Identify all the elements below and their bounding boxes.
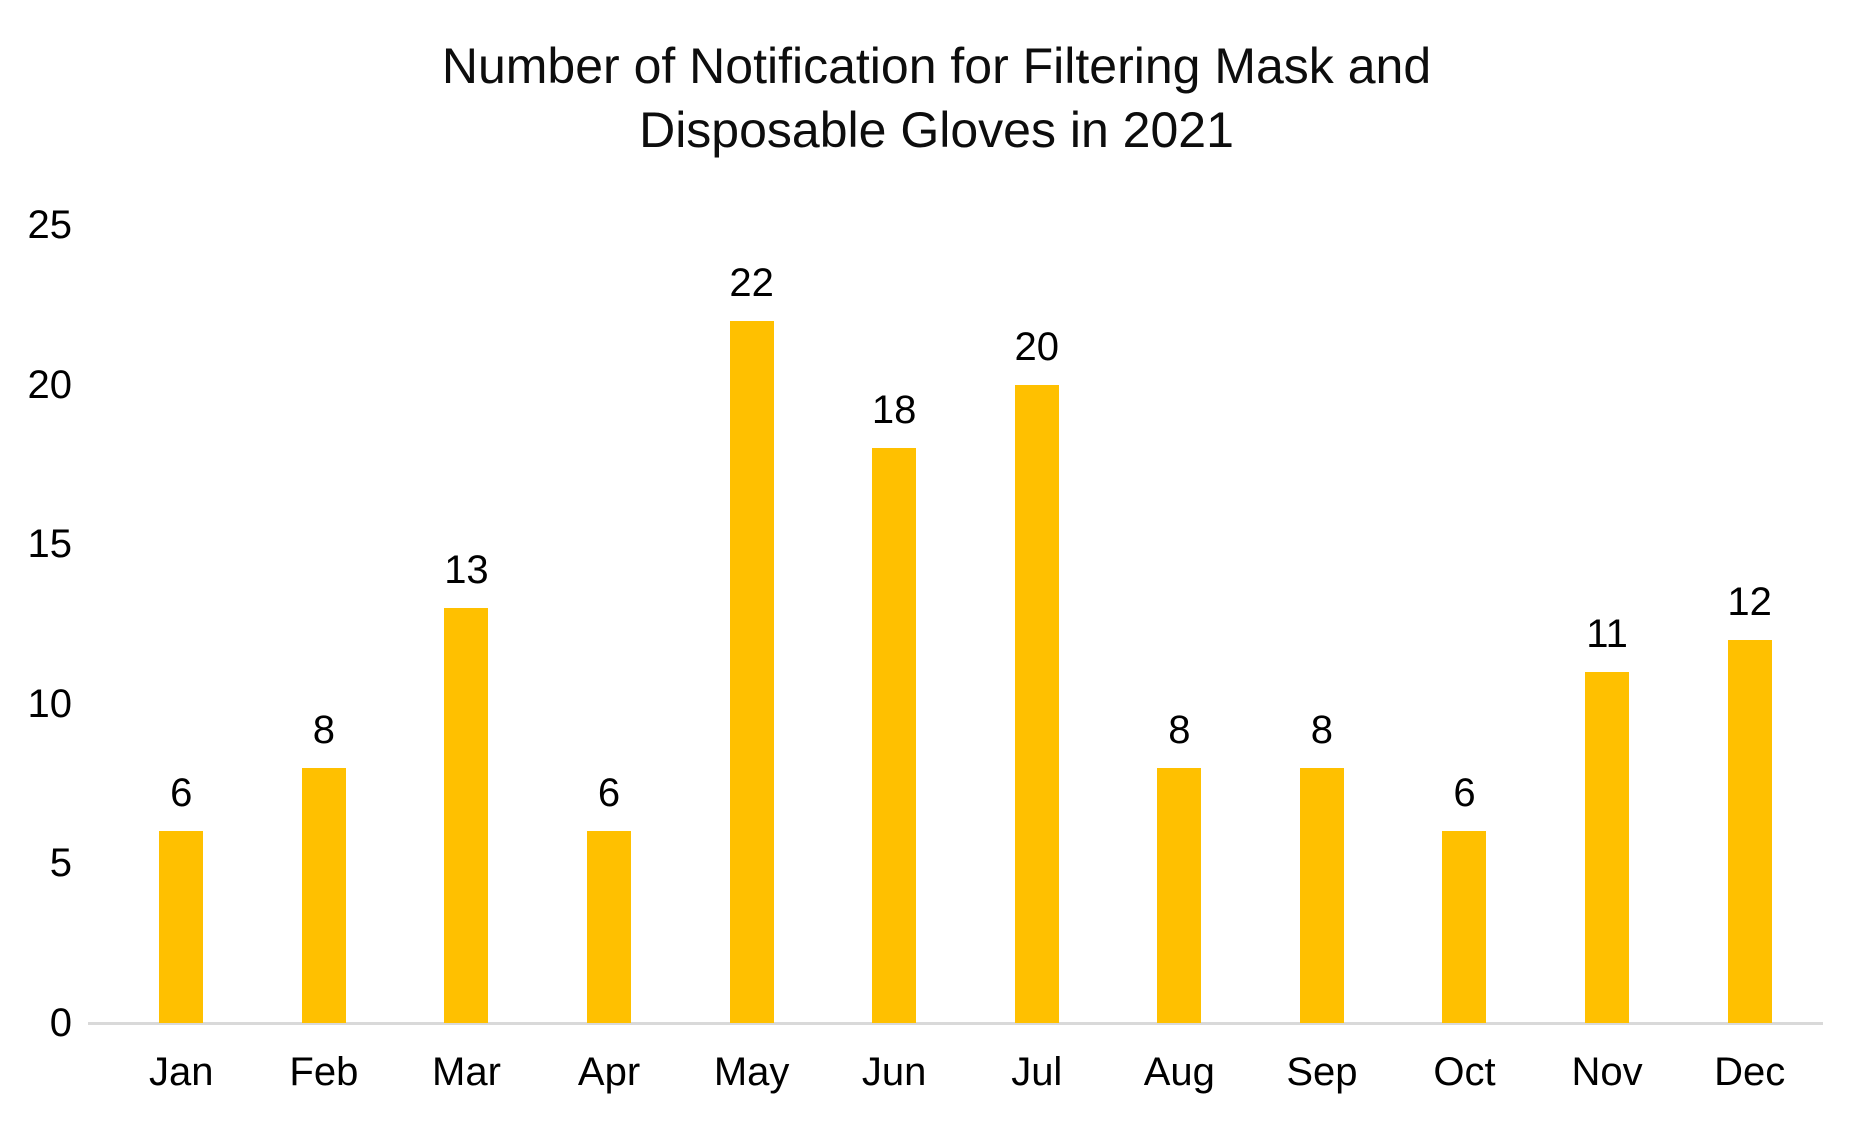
bar-column: 6 <box>538 225 681 1023</box>
bar-value-label: 22 <box>729 260 774 305</box>
bar <box>1727 639 1772 1023</box>
y-tick-label: 15 <box>27 522 73 567</box>
bar-column: 8 <box>1251 225 1394 1023</box>
x-tick-label: Nov <box>1571 1050 1643 1094</box>
x-tick-label: Jun <box>861 1050 927 1094</box>
bar-column: 6 <box>110 225 253 1023</box>
bar-value-label: 6 <box>170 771 193 816</box>
bar <box>729 320 774 1023</box>
bar <box>159 831 204 1023</box>
x-tick-label: Feb <box>289 1050 359 1094</box>
bar <box>444 608 489 1023</box>
chart-title-line-2: Disposable Gloves in 2021 <box>639 102 1234 158</box>
bar-column: 22 <box>680 225 823 1023</box>
bar <box>1014 384 1059 1023</box>
bar-value-label: 6 <box>597 771 621 816</box>
x-tick-label: Sep <box>1286 1050 1358 1094</box>
bar-value-label: 6 <box>1453 771 1476 816</box>
x-tick-label: Apr <box>577 1050 641 1094</box>
x-tick-label: May <box>713 1050 790 1094</box>
x-tick-label: Mar <box>432 1050 501 1094</box>
bar-column: 8 <box>253 225 396 1023</box>
bar-value-label: 8 <box>312 707 335 752</box>
bar <box>587 831 632 1023</box>
plot-area: 6 8 13 6 22 18 20 8 8 6 11 12 <box>110 225 1821 1023</box>
bar <box>872 448 917 1023</box>
bar <box>1585 671 1630 1023</box>
bar-value-label: 8 <box>1310 707 1334 752</box>
x-tick-label: Oct <box>1433 1050 1496 1094</box>
y-tick-label: 5 <box>49 841 72 886</box>
chart-title-line-1: Number of Notification for Filtering Mas… <box>441 38 1432 94</box>
y-tick-label: 10 <box>27 681 73 726</box>
bar-value-label: 11 <box>1586 611 1628 656</box>
bar-column: 13 <box>395 225 538 1023</box>
bar <box>1442 831 1487 1023</box>
bar-value-label: 13 <box>444 548 489 593</box>
bar-column: 11 <box>1536 225 1679 1023</box>
bar-column: 20 <box>965 225 1108 1023</box>
x-axis-line <box>88 1022 1823 1025</box>
y-tick-label: 20 <box>27 362 73 407</box>
bar <box>1157 767 1202 1023</box>
x-tick-label: Jul <box>1011 1050 1063 1094</box>
x-tick-label: Aug <box>1143 1050 1215 1094</box>
bar-column: 18 <box>823 225 966 1023</box>
bar-column: 6 <box>1393 225 1536 1023</box>
bar-column: 8 <box>1108 225 1251 1023</box>
bar-value-label: 20 <box>1014 324 1060 369</box>
chart-title: Number of Notification for Filtering Mas… <box>0 34 1873 162</box>
x-tick-label: Jan <box>149 1050 214 1094</box>
y-tick-label: 0 <box>49 1001 72 1045</box>
bar-column: 12 <box>1678 225 1821 1023</box>
y-axis: 0 5 10 15 20 25 <box>0 0 73 1132</box>
bar-value-label: 12 <box>1727 579 1772 624</box>
bar-value-label: 18 <box>871 388 917 433</box>
bar <box>1299 767 1344 1023</box>
bar <box>301 767 346 1023</box>
bar-value-label: 8 <box>1168 707 1191 752</box>
x-tick-label: Dec <box>1714 1050 1786 1094</box>
y-tick-label: 25 <box>27 203 73 247</box>
x-axis: Jan Feb Mar Apr May Jun Jul Aug Sep Oct Nov Dec <box>110 1046 1821 1098</box>
